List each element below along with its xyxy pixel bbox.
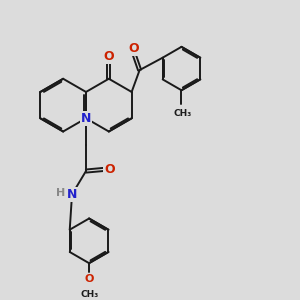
- Text: O: O: [103, 50, 114, 63]
- Text: N: N: [67, 188, 77, 201]
- Text: O: O: [104, 163, 115, 176]
- Text: CH₃: CH₃: [173, 110, 191, 118]
- Text: H: H: [56, 188, 65, 198]
- Text: O: O: [84, 274, 94, 284]
- Text: O: O: [129, 42, 139, 55]
- Text: N: N: [81, 112, 91, 125]
- Text: CH₃: CH₃: [81, 290, 99, 298]
